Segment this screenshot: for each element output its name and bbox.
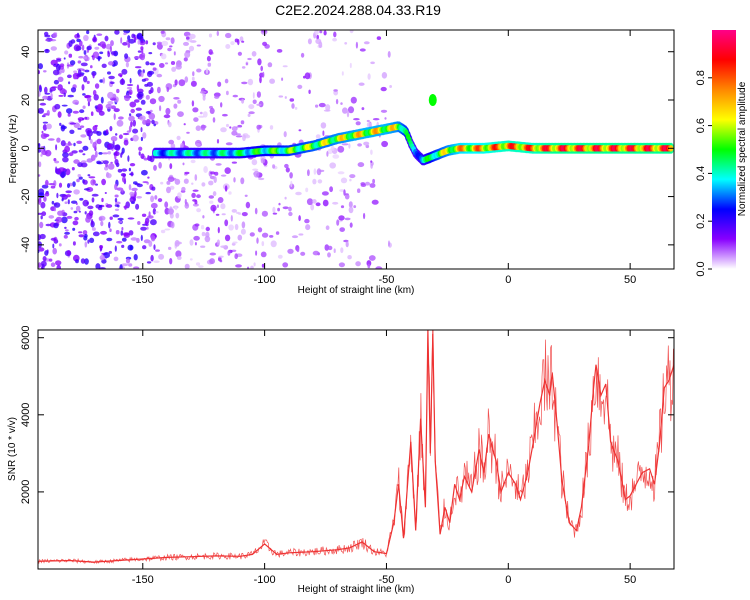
snr-xlabel: Height of straight line (km) [298, 584, 415, 595]
spectrogram-xlabel: Height of straight line (km) [298, 285, 415, 296]
y-tick-label: -20 [20, 189, 32, 205]
y-tick-label: 4000 [20, 403, 32, 427]
x-tick-label: -150 [132, 574, 154, 586]
snr-noise [38, 330, 674, 565]
snr-panel: -150 -100 -50 0 50 2000 4000 6000 Height of str… [7, 325, 675, 595]
spectrogram-panel: -150 -100 -50 0 50 -40 -20 0 20 40 Height of stra… [8, 29, 675, 296]
snr-line [38, 330, 674, 563]
y-tick-label: 6000 [20, 325, 32, 349]
colorbar-tick-label: 0.0 [695, 261, 707, 276]
snr-ylabel: SNR (10 * v/v) [7, 417, 18, 481]
snr-frame [37, 329, 675, 570]
y-tick-label: -40 [20, 237, 32, 253]
figure-title: C2E2.2024.288.04.33.R19 [275, 2, 441, 18]
spectrogram-data [38, 30, 674, 269]
colorbar-tick-label: 0.8 [695, 70, 707, 85]
colorbar: 0.0 0.2 0.4 0.6 0.8 Normalized spectral ampl… [695, 30, 748, 277]
x-tick-label: 0 [505, 274, 511, 286]
spectrogram-ticks: -150 -100 -50 0 50 -40 -20 0 20 40 [20, 30, 674, 286]
y-tick-label: 40 [20, 46, 32, 58]
x-tick-label: 0 [505, 574, 511, 586]
x-tick-label: 50 [624, 574, 636, 586]
x-tick-label: -150 [132, 274, 154, 286]
spectrogram-feature [428, 94, 437, 107]
colorbar-tick-label: 0.2 [695, 214, 707, 229]
x-tick-label: -50 [379, 274, 395, 286]
spectrogram-ylabel: Frequency (Hz) [8, 115, 19, 184]
spectrogram-frame [37, 29, 675, 270]
colorbar-tick-label: 0.4 [695, 166, 707, 181]
x-tick-label: -50 [379, 574, 395, 586]
y-tick-label: 2000 [20, 480, 32, 504]
y-tick-label: 0 [20, 145, 32, 151]
x-tick-label: -100 [254, 574, 276, 586]
snr-ticks: -150 -100 -50 0 50 2000 4000 6000 [20, 325, 674, 586]
colorbar-ticks: 0.0 0.2 0.4 0.6 0.8 [695, 70, 712, 277]
colorbar-label: Normalized spectral amplitude [737, 81, 748, 216]
y-tick-label: 20 [20, 94, 32, 106]
colorbar-tick-label: 0.6 [695, 118, 707, 133]
snr-data [38, 330, 674, 565]
x-tick-label: -100 [254, 274, 276, 286]
x-tick-label: 50 [624, 274, 636, 286]
colorbar-gradient [712, 30, 736, 269]
